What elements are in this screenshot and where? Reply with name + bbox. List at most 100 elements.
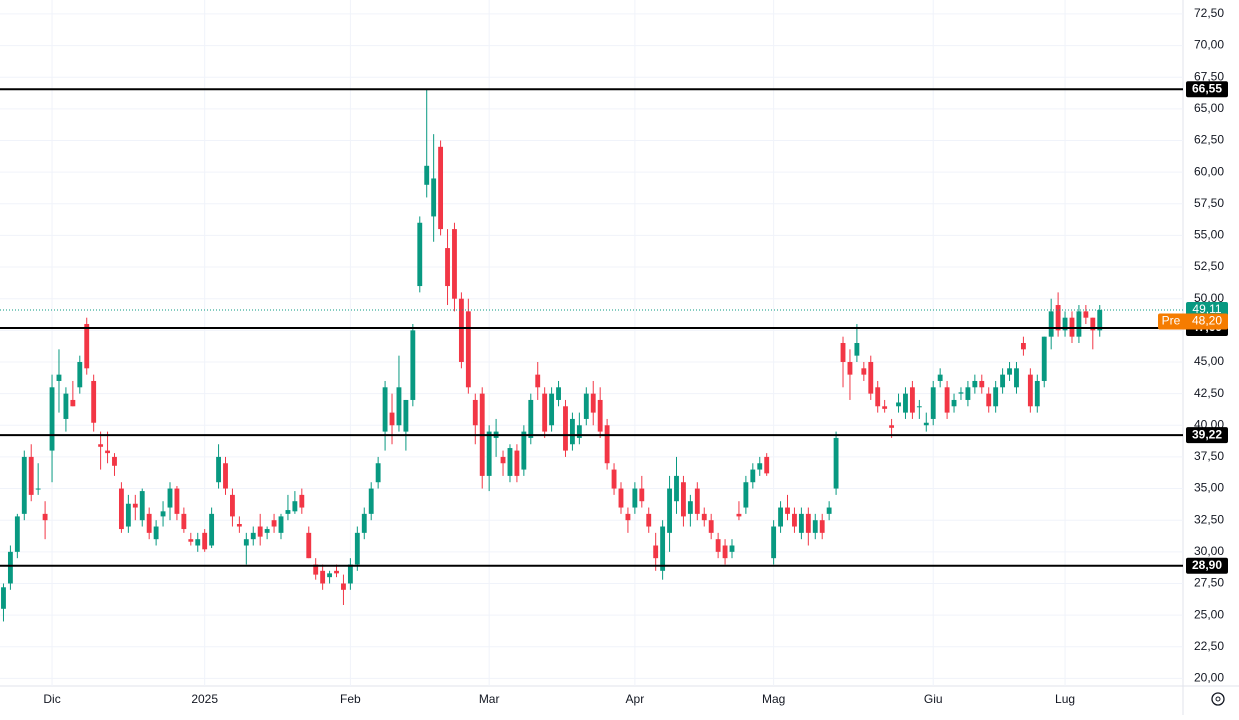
candle-body — [993, 387, 999, 407]
y-tick-label: 22,50 — [1194, 639, 1224, 653]
candle-body — [778, 507, 784, 527]
candle-body — [347, 564, 353, 584]
candle-body — [438, 146, 444, 230]
candle-body — [840, 343, 846, 362]
candle-body — [188, 539, 194, 542]
candle-body — [556, 387, 561, 400]
candle-body — [21, 456, 27, 514]
candle-body — [209, 513, 215, 546]
x-tick-label: Feb — [340, 692, 361, 706]
candle-body — [132, 503, 138, 508]
candle-body — [785, 507, 790, 514]
candle-body — [861, 368, 867, 375]
candle-body — [951, 399, 957, 407]
candle-body — [916, 406, 922, 408]
candle-body — [313, 564, 319, 575]
candle-body — [361, 513, 367, 533]
candle-body — [979, 380, 985, 388]
candle-body — [1041, 336, 1047, 381]
candle-body — [195, 539, 201, 546]
candle-body — [486, 431, 492, 476]
candle-body — [341, 583, 346, 590]
candle-body — [77, 361, 83, 388]
candle-body — [535, 374, 541, 388]
candle-body — [549, 393, 555, 426]
x-tick-label: Lug — [1055, 692, 1075, 706]
candle-body — [174, 488, 180, 514]
candle-body — [452, 229, 457, 299]
candle-body — [1055, 305, 1061, 331]
candle-body — [42, 513, 48, 521]
candle-body — [1034, 380, 1040, 407]
candle-body — [896, 402, 901, 407]
x-tick-label: Apr — [626, 692, 645, 706]
candle-body — [667, 488, 672, 533]
candle-body — [125, 503, 131, 527]
candle-body — [465, 311, 471, 388]
candle-body — [701, 513, 707, 521]
candle-body — [118, 488, 124, 530]
x-tick-label: 2025 — [191, 692, 218, 706]
candle-body — [236, 523, 242, 527]
candle-body — [28, 456, 34, 495]
candle-body — [743, 482, 749, 508]
x-tick-label: Giu — [924, 692, 943, 706]
y-tick-label: 55,00 — [1194, 228, 1224, 242]
candle-body — [14, 516, 20, 552]
candle-body — [292, 501, 298, 512]
candle-body — [49, 387, 55, 451]
candle-body — [708, 520, 714, 533]
candle-body — [687, 501, 693, 514]
candle-body — [230, 494, 235, 517]
candle-body — [306, 532, 312, 559]
candle-body — [937, 374, 943, 381]
candle-body — [965, 387, 971, 400]
candle-body — [736, 513, 742, 517]
candle-body — [944, 387, 950, 413]
candle-body — [889, 425, 895, 428]
candle-body — [431, 178, 437, 217]
candle-body — [243, 539, 249, 546]
candle-body — [257, 526, 263, 537]
y-tick-label: 25,00 — [1194, 607, 1224, 621]
candle-body — [1097, 309, 1103, 331]
candle-body — [56, 374, 62, 381]
level-label-box — [1186, 81, 1228, 98]
candle-body — [569, 418, 575, 445]
candle-body — [715, 539, 721, 552]
candle-body — [583, 393, 589, 419]
candle-body — [674, 475, 679, 502]
candle-body — [250, 532, 256, 540]
candle-body — [1, 587, 6, 609]
y-tick-label: 65,00 — [1194, 101, 1224, 115]
candle-body — [271, 520, 277, 527]
y-tick-label: 67,50 — [1194, 69, 1224, 83]
candle-body — [105, 450, 110, 454]
candle-body — [396, 387, 402, 426]
candle-body — [264, 529, 270, 533]
settings-hub[interactable] — [1215, 696, 1221, 702]
candle-body — [139, 491, 145, 521]
candle-body — [528, 399, 534, 438]
candle-body — [771, 526, 777, 559]
y-tick-label: 60,00 — [1194, 164, 1224, 178]
candle-body — [757, 463, 763, 470]
candle-body — [660, 526, 666, 571]
candle-body — [618, 488, 624, 508]
candle-body — [278, 516, 284, 533]
candle-body — [625, 513, 631, 521]
candle-body — [563, 406, 568, 451]
candle-body — [812, 520, 818, 533]
candle-body — [354, 532, 360, 565]
candle-body — [410, 330, 416, 400]
candle-body — [216, 456, 221, 483]
settings-icon[interactable] — [1211, 692, 1225, 706]
candle-body — [472, 399, 478, 426]
y-tick-label: 37,50 — [1194, 449, 1224, 463]
candle-body — [327, 573, 333, 578]
settings-gear[interactable] — [1211, 692, 1225, 706]
y-tick-label: 62,50 — [1194, 133, 1224, 147]
x-tick-label: Mar — [479, 692, 500, 706]
candle-body — [597, 399, 603, 432]
